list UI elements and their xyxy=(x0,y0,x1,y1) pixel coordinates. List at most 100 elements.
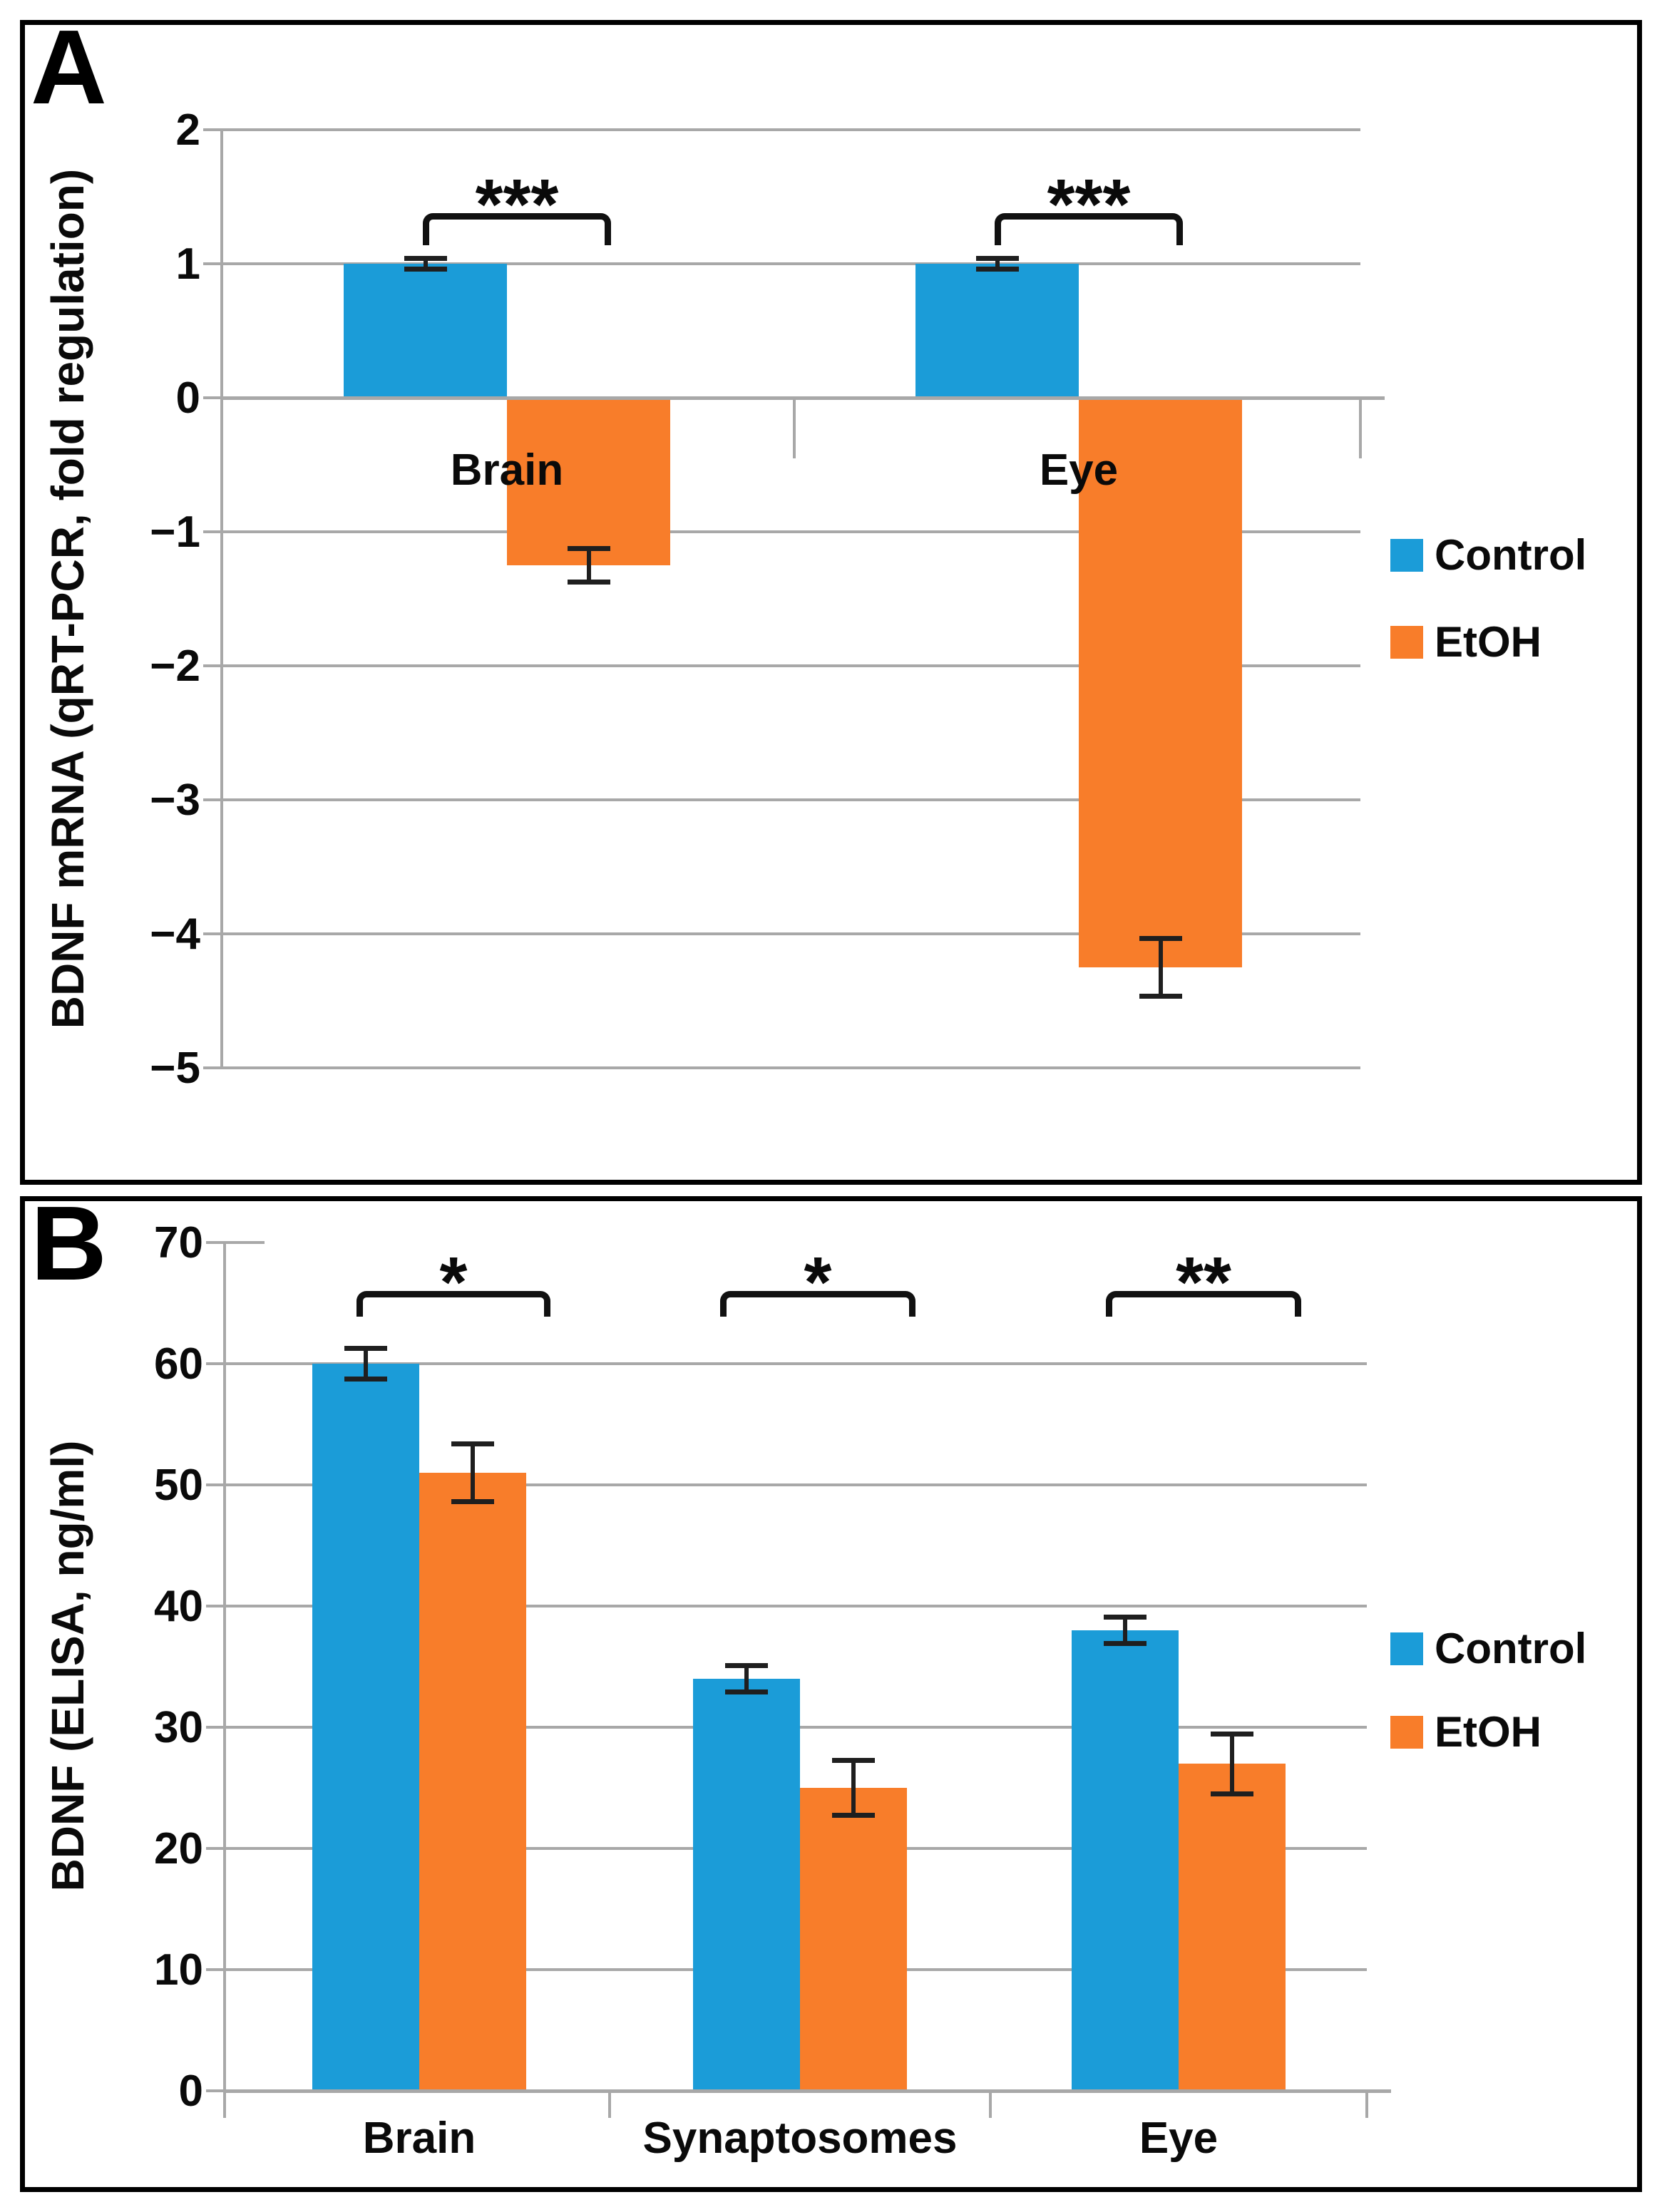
error-bar-line xyxy=(851,1759,856,1816)
y-tickmark xyxy=(203,798,222,801)
y-tick-label: 2 xyxy=(175,106,200,155)
y-tick-label: 30 xyxy=(154,1703,203,1752)
y-tickmark xyxy=(203,128,222,131)
y-axis-line xyxy=(223,1243,226,2091)
bar-control-brain xyxy=(344,264,507,398)
gridline xyxy=(222,128,1360,131)
significance-bracket-eye xyxy=(1106,1291,1301,1317)
gridline xyxy=(225,1483,1367,1486)
category-label-brain: Brain xyxy=(362,2114,476,2163)
zero-axis-line xyxy=(225,2089,1391,2093)
error-bar-cap xyxy=(567,580,610,585)
gridline xyxy=(222,530,1360,533)
y-tickmark xyxy=(206,2089,225,2092)
panel-a-letter: A xyxy=(31,9,107,126)
y-tickmark xyxy=(206,1605,225,1607)
error-bar-line xyxy=(744,1665,749,1692)
y-tickmark xyxy=(206,1968,225,1971)
bar-etoh-eye xyxy=(1179,1764,1286,2091)
panel-a-plot: 2 1 0 −1 −2 −3 −4 −5 *** *** Brain Eye Control EtOH BD… xyxy=(25,25,1637,1180)
significance-bracket-eye xyxy=(995,212,1183,245)
error-bar-cap xyxy=(1104,1640,1147,1646)
error-bar-line xyxy=(471,1444,475,1502)
error-bar-line xyxy=(995,258,1000,269)
category-label-synaptosomes: Synaptosomes xyxy=(642,2114,958,2163)
gridline-stub xyxy=(223,1241,265,1244)
error-bar-line xyxy=(1230,1733,1234,1794)
gridline xyxy=(225,1362,1367,1365)
legend-swatch-control xyxy=(1390,1632,1423,1665)
y-tick-label: 0 xyxy=(175,374,200,423)
error-bar-cap xyxy=(1104,1615,1147,1620)
category-label-eye: Eye xyxy=(1039,446,1119,495)
legend-swatch-control xyxy=(1390,539,1423,572)
gridline xyxy=(222,798,1360,801)
gridline xyxy=(222,262,1360,265)
y-tickmark xyxy=(203,1066,222,1069)
panel-b-letter: B xyxy=(31,1185,107,1302)
bar-etoh-synaptosomes xyxy=(800,1788,907,2091)
error-bar-cap xyxy=(832,1813,875,1819)
y-tick-label: −4 xyxy=(150,910,200,959)
bar-control-eye xyxy=(1072,1630,1179,2091)
error-bar-cap xyxy=(567,545,610,551)
significance-stars-eye: *** xyxy=(1047,164,1131,245)
error-bar-cap xyxy=(404,266,447,272)
y-tickmark xyxy=(206,1726,225,1729)
y-tick-label: 50 xyxy=(154,1461,203,1510)
y-tickmark xyxy=(203,932,222,935)
significance-stars-synaptosomes: * xyxy=(804,1243,832,1322)
bar-control-synaptosomes xyxy=(693,1679,800,2091)
bar-etoh-brain xyxy=(419,1473,526,2091)
legend-label-etoh: EtOH xyxy=(1435,1708,1542,1756)
significance-stars-brain: * xyxy=(439,1243,468,1322)
y-tick-label: −3 xyxy=(150,776,200,825)
x-tickmark xyxy=(793,398,796,458)
x-tickmark xyxy=(608,2091,611,2118)
y-tick-label: 20 xyxy=(154,1824,203,1873)
panel-b-plot: 70 60 50 40 30 20 10 0 * * ** Brain Synaptosomes Eye C… xyxy=(25,1201,1637,2187)
error-bar-cap xyxy=(344,1377,387,1382)
legend-label-etoh: EtOH xyxy=(1435,618,1542,666)
gridline xyxy=(222,1066,1360,1069)
y-axis-title: BDNF (ELISA, ng/ml) xyxy=(42,1440,93,1892)
error-bar-cap xyxy=(451,1441,494,1447)
panel-b: B 70 60 50 40 30 20 10 0 * * ** Brain Synaptosomes Ey… xyxy=(20,1191,1642,2192)
y-tick-label: 70 xyxy=(154,1218,203,1267)
y-tickmark xyxy=(203,530,222,533)
error-bar-line xyxy=(423,258,428,269)
significance-stars-eye: ** xyxy=(1176,1243,1231,1322)
y-tickmark xyxy=(203,396,222,399)
significance-bracket-brain xyxy=(423,212,611,245)
gridline xyxy=(222,664,1360,667)
y-tick-label: −1 xyxy=(150,508,200,557)
error-bar-cap xyxy=(1211,1791,1253,1796)
x-tickmark xyxy=(989,2091,992,2118)
y-tickmark xyxy=(203,664,222,667)
y-tickmark xyxy=(206,1241,225,1244)
bar-control-eye xyxy=(915,264,1079,398)
panel-a: A 2 1 0 −1 −2 −3 −4 −5 *** *** Brain Eye Control EtOH… xyxy=(20,15,1642,1185)
significance-bracket-brain xyxy=(356,1291,550,1317)
y-tick-label: −5 xyxy=(150,1044,200,1093)
y-tick-label: 1 xyxy=(175,240,200,289)
x-tickmark xyxy=(223,2091,226,2118)
error-bar-line xyxy=(1158,937,1163,997)
category-label-eye: Eye xyxy=(1139,2114,1219,2163)
error-bar-line xyxy=(364,1347,368,1380)
y-tickmark xyxy=(206,1483,225,1486)
y-tick-label: 40 xyxy=(154,1582,203,1631)
y-tick-label: 0 xyxy=(178,2067,203,2116)
legend-label-control: Control xyxy=(1435,531,1587,579)
legend-swatch-etoh xyxy=(1390,626,1423,659)
error-bar-line xyxy=(586,547,591,583)
y-tick-label: 10 xyxy=(154,1945,203,1995)
error-bar-cap xyxy=(1211,1731,1253,1737)
y-tickmark xyxy=(206,1362,225,1365)
y-tickmark xyxy=(203,262,222,265)
legend-swatch-etoh xyxy=(1390,1716,1423,1749)
y-tickmark xyxy=(206,1847,225,1850)
legend-label-control: Control xyxy=(1435,1625,1587,1672)
error-bar-cap xyxy=(451,1498,494,1504)
bar-etoh-eye xyxy=(1079,398,1242,967)
